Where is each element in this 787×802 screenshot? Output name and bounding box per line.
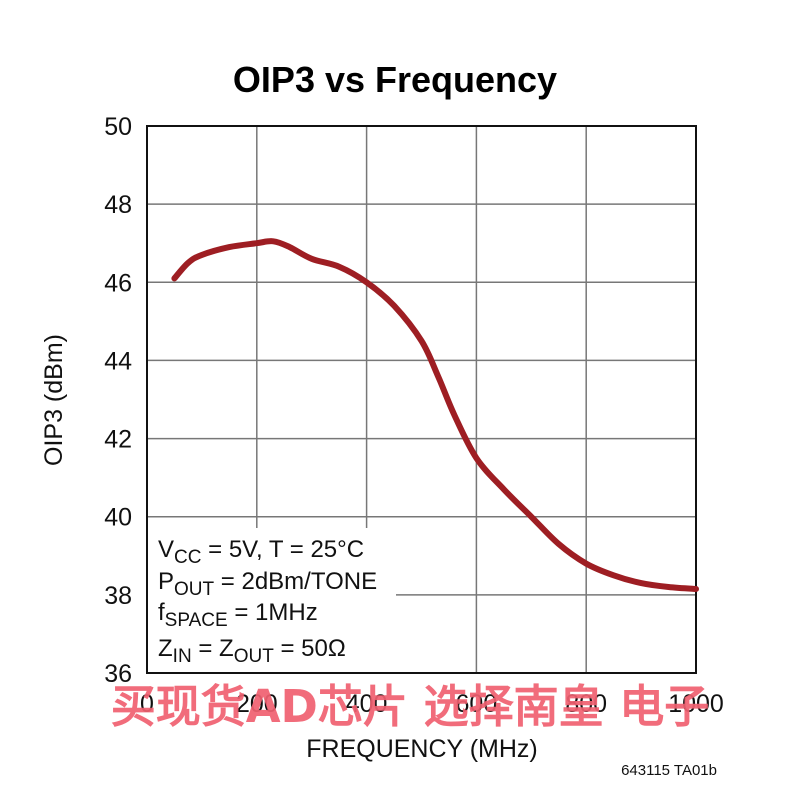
y-tick-label: 48 bbox=[104, 191, 132, 219]
x-axis-ticks: 0 200 400 600 800 1000 bbox=[140, 690, 724, 718]
condition-line: POUT = 2dBm/TONE bbox=[158, 568, 377, 600]
x-tick-label: 1000 bbox=[668, 690, 724, 718]
y-tick-label: 40 bbox=[104, 504, 132, 532]
chart-title: OIP3 vs Frequency bbox=[233, 59, 557, 100]
y-axis-ticks: 36 38 40 42 44 46 48 50 bbox=[104, 113, 132, 688]
y-tick-label: 50 bbox=[104, 113, 132, 141]
x-tick-label: 400 bbox=[346, 690, 388, 718]
y-axis-label: OIP3 (dBm) bbox=[40, 334, 68, 466]
grid bbox=[147, 126, 696, 673]
y-tick-label: 46 bbox=[104, 269, 132, 297]
y-tick-label: 42 bbox=[104, 426, 132, 454]
condition-line: ZIN = ZOUT = 50Ω bbox=[158, 635, 346, 667]
x-tick-label: 0 bbox=[140, 690, 154, 718]
series-line-oip3 bbox=[171, 238, 699, 592]
plot-frame bbox=[146, 125, 697, 674]
x-tick-label: 600 bbox=[456, 690, 498, 718]
x-axis-label: FREQUENCY (MHz) bbox=[306, 735, 537, 763]
x-tick-label: 200 bbox=[236, 690, 278, 718]
watermark-text: 买现货AD芯片 选择南皇 电子 bbox=[111, 680, 710, 733]
y-tick-label: 36 bbox=[104, 660, 132, 688]
conditions-box-background bbox=[148, 528, 396, 672]
condition-line: fSPACE = 1MHz bbox=[158, 599, 318, 631]
y-tick-label: 38 bbox=[104, 582, 132, 610]
condition-line: VCC = 5V, T = 25°C bbox=[158, 536, 364, 568]
y-tick-label: 44 bbox=[104, 347, 132, 375]
figure-reference: 643115 TA01b bbox=[621, 762, 717, 779]
x-tick-label: 800 bbox=[565, 690, 607, 718]
